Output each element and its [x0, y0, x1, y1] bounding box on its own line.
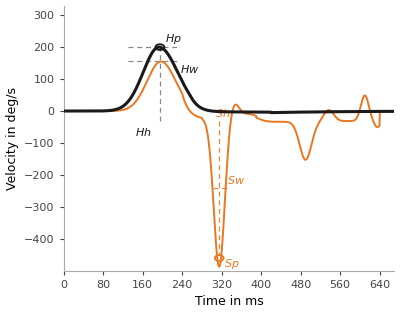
Text: $Sp$: $Sp$ — [224, 257, 240, 271]
Text: $Hw$: $Hw$ — [180, 63, 199, 75]
Text: $Hp$: $Hp$ — [165, 32, 182, 46]
Text: $Hh$: $Hh$ — [135, 126, 152, 138]
X-axis label: Time in ms: Time in ms — [195, 295, 264, 308]
Text: $Sh$: $Sh$ — [215, 107, 230, 119]
Text: $Sw$: $Sw$ — [226, 174, 245, 186]
Y-axis label: Velocity in deg/s: Velocity in deg/s — [6, 87, 18, 190]
